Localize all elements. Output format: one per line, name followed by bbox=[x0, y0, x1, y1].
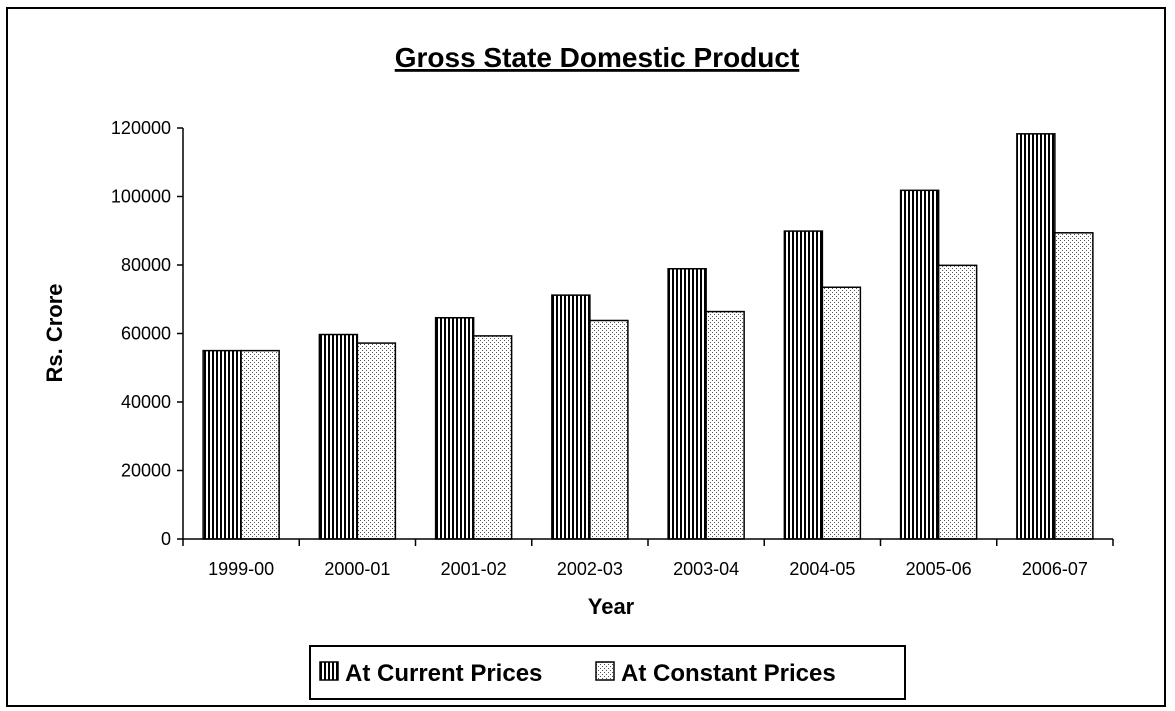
bar-current-prices bbox=[434, 316, 475, 540]
bar-current-prices bbox=[899, 189, 940, 540]
x-tick-label: 2004-05 bbox=[789, 559, 855, 579]
y-tick-label: 80000 bbox=[121, 255, 171, 275]
bar-constant-prices bbox=[356, 342, 397, 540]
x-tick-label: 2002-03 bbox=[557, 559, 623, 579]
legend-swatch-constant bbox=[595, 661, 615, 681]
y-axis-title: Rs. Crore bbox=[42, 283, 67, 382]
bar-current-prices bbox=[318, 333, 359, 540]
legend: At Current Prices At Constant Prices bbox=[309, 645, 906, 700]
x-axis-title: Year bbox=[588, 594, 635, 619]
x-tick-label: 1999-00 bbox=[208, 559, 274, 579]
y-tick-label: 100000 bbox=[111, 187, 171, 207]
bar-current-prices bbox=[783, 230, 824, 540]
legend-swatch-current bbox=[319, 661, 339, 681]
bar-constant-prices bbox=[240, 349, 280, 540]
bars bbox=[202, 133, 1094, 540]
x-tick-label: 2005-06 bbox=[906, 559, 972, 579]
x-tick-label: 2001-02 bbox=[441, 559, 507, 579]
y-tick-label: 40000 bbox=[121, 392, 171, 412]
bar-current-prices bbox=[551, 294, 591, 540]
y-tick-label: 60000 bbox=[121, 324, 171, 344]
x-tick-label: 2003-04 bbox=[673, 559, 739, 579]
y-tick-label: 120000 bbox=[111, 118, 171, 138]
bar-current-prices bbox=[667, 268, 707, 540]
bar-constant-prices bbox=[937, 264, 978, 540]
x-tick-label: 2006-07 bbox=[1022, 559, 1088, 579]
bar-current-prices bbox=[202, 349, 242, 540]
chart-title: Gross State Domestic Product bbox=[395, 42, 800, 73]
legend-label-current: At Current Prices bbox=[345, 660, 542, 687]
y-axis-ticks: 0 20000 40000 60000 80000 100000 120000 bbox=[111, 118, 183, 549]
y-tick-label: 0 bbox=[161, 529, 171, 549]
bar-constant-prices bbox=[705, 310, 745, 540]
x-axis-ticks: 1999-00 2000-01 2001-02 2002-03 2003-04 2004-… bbox=[182, 539, 1114, 579]
bar-constant-prices bbox=[821, 286, 862, 540]
bar-constant-prices bbox=[1054, 232, 1094, 540]
bar-current-prices bbox=[1016, 133, 1056, 540]
legend-label-constant: At Constant Prices bbox=[621, 660, 836, 687]
y-tick-label: 20000 bbox=[121, 461, 171, 481]
bar-constant-prices bbox=[589, 319, 629, 540]
bar-constant-prices bbox=[472, 335, 513, 540]
x-tick-label: 2000-01 bbox=[324, 559, 390, 579]
